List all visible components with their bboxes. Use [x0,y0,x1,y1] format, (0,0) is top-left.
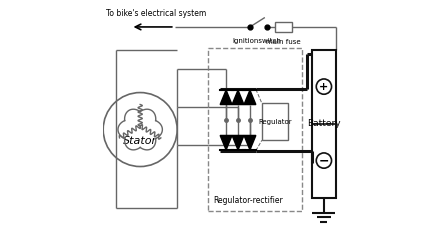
Polygon shape [220,90,232,105]
Text: Regulator-rectifier: Regulator-rectifier [213,196,283,205]
Polygon shape [220,135,232,150]
Polygon shape [232,90,244,105]
Text: Ignitionswitch: Ignitionswitch [233,38,282,44]
Text: Stator: Stator [123,137,157,146]
Text: −: − [319,154,329,167]
Text: Battery: Battery [307,119,341,128]
Bar [312,50,336,198]
Text: main fuse: main fuse [266,39,301,45]
Polygon shape [232,135,244,150]
Bar [275,22,291,32]
Text: To bike's electrical system: To bike's electrical system [105,9,206,18]
Bar [262,103,288,140]
Text: +: + [319,82,328,92]
Polygon shape [244,135,256,150]
Bar [208,48,303,211]
Polygon shape [244,90,256,105]
Text: Regulator: Regulator [258,119,292,125]
